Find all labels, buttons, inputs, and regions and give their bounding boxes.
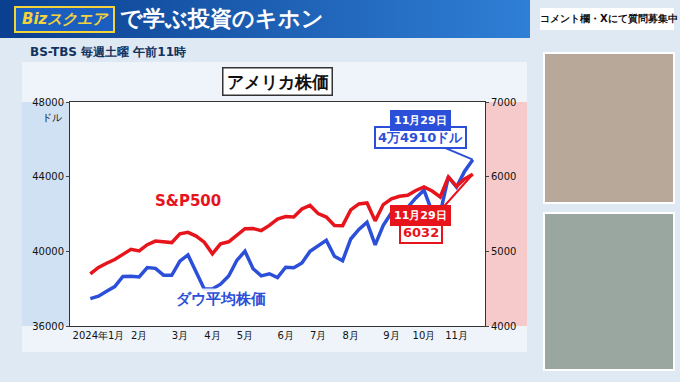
svg-text:4000: 4000 [491,321,516,332]
html-text:Bizスクエア: Bizスクエア [22,10,108,28]
svg-text:5000: 5000 [491,246,516,257]
svg-text:36000: 36000 [32,321,64,332]
svg-text:11月29日: 11月29日 [394,209,447,222]
svg-text:4万4910ドル: 4万4910ドル [378,130,463,145]
svg-text:5月: 5月 [237,330,253,341]
svg-text:2月: 2月 [131,330,147,341]
svg-text:9月: 9月 [383,330,399,341]
svg-text:3月: 3月 [172,330,188,341]
html-text:コメント欄・Xにて質問募集中: コメント欄・Xにて質問募集中 [540,13,678,24]
svg-text:40000: 40000 [32,246,64,257]
svg-text:6月: 6月 [277,330,293,341]
html-text:で学ぶ投資のキホン: で学ぶ投資のキホン [120,6,324,31]
svg-text:4月: 4月 [204,330,220,341]
svg-text:11月29日: 11月29日 [394,114,447,127]
svg-text:44000: 44000 [32,171,64,182]
svg-text:ドル: ドル [42,112,62,123]
svg-text:ダウ平均株価: ダウ平均株価 [176,290,266,308]
svg-text:10月: 10月 [413,330,436,341]
svg-text:7000: 7000 [491,97,516,108]
svg-text:2024年1月: 2024年1月 [73,330,125,341]
svg-text:11月: 11月 [445,330,468,341]
svg-text:S&P500: S&P500 [155,192,221,210]
html-text:BS-TBS 毎週土曜 午前11時: BS-TBS 毎週土曜 午前11時 [30,45,186,59]
svg-text:アメリカ株価: アメリカ株価 [227,72,329,92]
svg-text:7月: 7月 [310,330,326,341]
svg-text:6000: 6000 [491,171,516,182]
svg-text:48000: 48000 [32,97,64,108]
svg-text:6032: 6032 [403,225,439,240]
svg-text:8月: 8月 [343,330,359,341]
